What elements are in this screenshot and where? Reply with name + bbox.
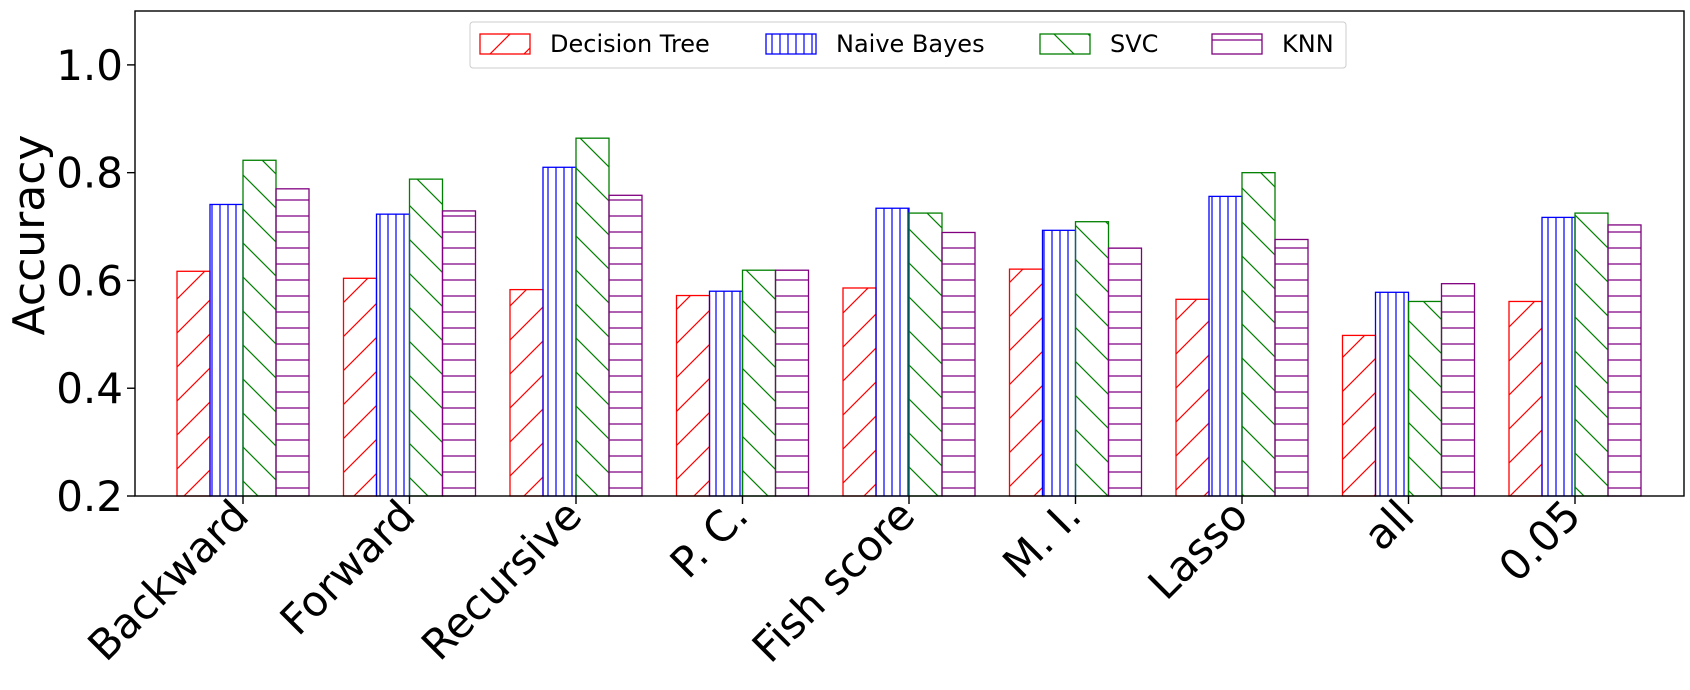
bar bbox=[1508, 300, 1543, 497]
bar bbox=[1241, 172, 1276, 497]
bar bbox=[1041, 229, 1077, 497]
bar bbox=[1574, 212, 1609, 497]
bar bbox=[209, 203, 244, 497]
bar bbox=[675, 294, 711, 497]
bar bbox=[242, 159, 277, 497]
bar bbox=[941, 231, 976, 497]
bar bbox=[441, 210, 477, 497]
x-tick-label: all bbox=[1354, 490, 1423, 559]
bar bbox=[1008, 268, 1044, 497]
bar bbox=[1607, 224, 1642, 497]
bar bbox=[774, 269, 810, 497]
legend-box bbox=[469, 21, 1347, 69]
bar bbox=[275, 188, 310, 497]
bar bbox=[1440, 283, 1476, 497]
y-tick-label: 0.6 bbox=[56, 256, 123, 305]
bar bbox=[1175, 298, 1210, 497]
x-tick-label: Forward bbox=[270, 490, 424, 644]
legend-label: Decision Tree bbox=[550, 30, 710, 58]
legend-label: KNN bbox=[1282, 30, 1334, 58]
bar bbox=[1107, 247, 1143, 497]
bar bbox=[608, 194, 643, 497]
bar bbox=[908, 212, 943, 497]
y-axis-label: Accuracy bbox=[4, 135, 55, 336]
y-tick-label: 0.2 bbox=[56, 472, 123, 521]
y-axis-ticks: 0.2 0.4 0.6 0.8 1.0 bbox=[56, 41, 135, 521]
bar bbox=[509, 288, 544, 497]
legend-label: SVC bbox=[1110, 30, 1158, 58]
x-tick-label: M. I. bbox=[993, 490, 1090, 587]
bar bbox=[575, 137, 610, 497]
legend-swatch bbox=[765, 33, 817, 55]
legend-swatch bbox=[1039, 33, 1091, 55]
y-tick-label: 0.8 bbox=[56, 149, 123, 198]
bar bbox=[708, 290, 744, 497]
bar bbox=[542, 166, 577, 497]
y-tick-label: 1.0 bbox=[56, 41, 123, 90]
bar bbox=[842, 287, 877, 497]
legend: Decision Tree Naive Bayes SVC KNN bbox=[469, 21, 1347, 69]
bar bbox=[741, 269, 777, 497]
x-tick-label: 0.05 bbox=[1489, 490, 1590, 591]
bar bbox=[1407, 300, 1443, 497]
bar bbox=[1374, 291, 1410, 497]
y-tick-label: 0.4 bbox=[56, 364, 123, 413]
legend-label: Naive Bayes bbox=[836, 30, 985, 58]
bar bbox=[375, 213, 411, 497]
x-tick-label: Recursive bbox=[412, 490, 591, 669]
bar bbox=[1341, 334, 1377, 497]
x-tick-label: Fish score bbox=[743, 490, 924, 671]
x-tick-label: P. C. bbox=[661, 490, 758, 587]
bar bbox=[176, 270, 211, 497]
bar bbox=[1208, 195, 1243, 497]
legend-swatch bbox=[1211, 33, 1263, 55]
plot-frame bbox=[134, 10, 1685, 497]
bar bbox=[408, 178, 444, 497]
bar bbox=[1541, 216, 1576, 497]
legend-swatch bbox=[479, 33, 531, 55]
bar bbox=[1274, 238, 1309, 497]
x-tick-label: Lasso bbox=[1139, 490, 1258, 609]
bar bbox=[1074, 221, 1110, 497]
bar bbox=[342, 277, 378, 497]
bars-group bbox=[176, 137, 1642, 497]
bar bbox=[875, 207, 910, 497]
